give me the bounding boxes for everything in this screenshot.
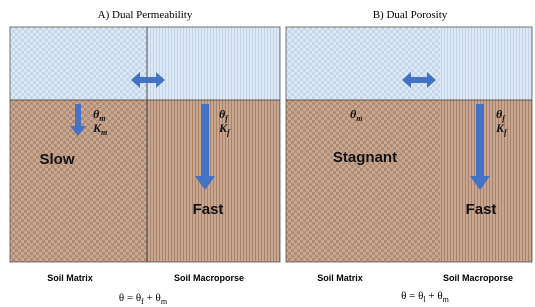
macro-top bbox=[440, 27, 532, 100]
macro-label: Fast bbox=[466, 201, 497, 218]
macro-soil bbox=[147, 100, 280, 262]
bottom-label: Soil Matrix bbox=[47, 273, 93, 283]
bottom-label: Soil Macroporse bbox=[174, 273, 244, 283]
diagram: A) Dual Permeability θmKmθfKf Slow Fast … bbox=[0, 0, 535, 307]
matrix-top bbox=[10, 27, 147, 100]
macro-label: Fast bbox=[193, 201, 224, 218]
subscript: m bbox=[356, 114, 362, 123]
panel-title: B) Dual Porosity bbox=[373, 9, 448, 21]
macro-top bbox=[147, 27, 280, 100]
equation: θ = θf + θm bbox=[119, 292, 168, 306]
bottom-label: Soil Macroporse bbox=[443, 273, 513, 283]
equation-text: θ = θ bbox=[401, 290, 423, 302]
matrix-label: Stagnant bbox=[333, 149, 397, 166]
matrix-soil bbox=[286, 100, 440, 262]
subscript: m bbox=[161, 297, 168, 306]
equation-text: + θ bbox=[426, 290, 443, 302]
matrix-label: Slow bbox=[39, 151, 74, 168]
equation-text: θ = θ bbox=[119, 292, 141, 304]
matrix-top bbox=[286, 27, 440, 100]
panel-title: A) Dual Permeability bbox=[98, 9, 193, 21]
subscript: m bbox=[101, 128, 107, 137]
equation: θ = θl + θm bbox=[401, 290, 449, 304]
bottom-label: Soil Matrix bbox=[317, 273, 363, 283]
subscript: m bbox=[443, 295, 450, 304]
equation-text: + θ bbox=[144, 292, 161, 304]
